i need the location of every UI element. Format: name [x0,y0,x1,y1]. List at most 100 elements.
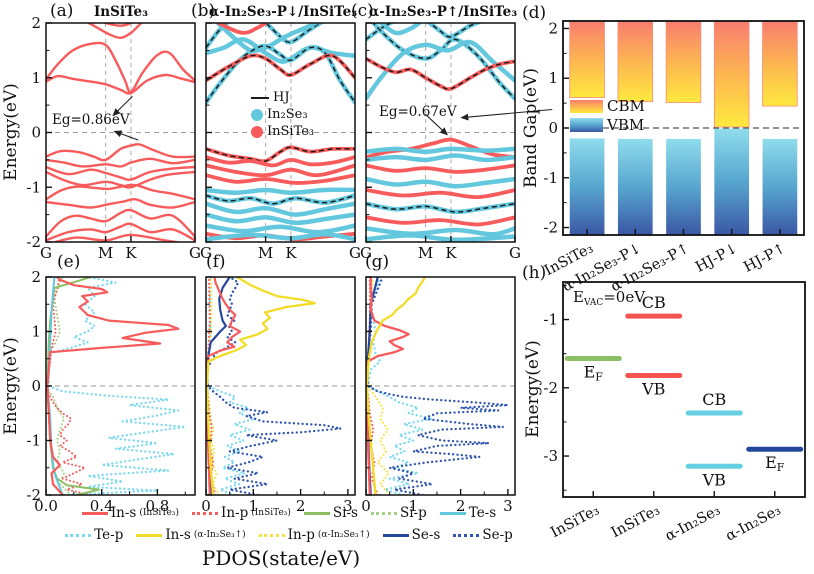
si-p-line-swatch [370,511,397,515]
legend-item-in2se3: In₂Se₃ [251,106,314,123]
axis-label-energy-e: Energy(eV) [1,337,21,435]
svg-text:VB: VB [702,470,726,489]
evac-suffix: =0eV [603,288,646,306]
panel-b-title: α-In₂Se₃-P↓/InSiTe₃ [208,4,358,20]
panel-h-letter: (h) [522,263,547,283]
svg-text:G: G [40,244,52,262]
axis-label-bandgap-d: Band Gap(eV) [521,67,541,189]
svg-text:1: 1 [409,497,419,515]
svg-text:K: K [285,244,297,262]
cbm-legend-label: CBM [607,97,645,115]
legend-label: Te-p [94,527,124,543]
panel-e-plot: -2 -1 0 1 2 0.0 0.4 0.8 [26,268,196,515]
svg-text:K: K [125,244,137,262]
legend-label: Te-s [468,505,497,521]
svg-text:EF: EF [584,362,604,383]
svg-text:G: G [189,244,201,262]
se-s-line-swatch [382,533,409,537]
legend-label: In-p [287,527,315,543]
svg-text:CB: CB [702,390,726,409]
si-s-line-swatch [303,511,330,515]
svg-text:-2: -2 [26,233,41,251]
legend-label: In-p [221,505,249,521]
se-p-line-swatch [453,533,480,537]
in-s-in2se3-line-swatch [136,533,163,537]
svg-text:-2: -2 [26,486,41,504]
bandgap-annotation-a: Eg=0.86eV [52,112,130,128]
bandgap-annotation-c: Eg=0.67eV [379,104,457,120]
svg-text:2: 2 [296,497,306,515]
svg-text:0: 0 [31,124,41,142]
panel-b-legend: HJ In₂Se₃ InSiTe₃ [251,89,314,140]
svg-text:M: M [258,244,273,262]
svg-text:-1: -1 [543,169,558,187]
vbm-gradient-swatch [570,118,603,132]
svg-text:G: G [509,244,521,262]
panel-d-letter: (d) [522,3,547,23]
svg-text:-3: -3 [543,447,558,465]
legend-item-si-p: Si-p [370,505,427,521]
legend-label-insite3: InSiTe₃ [267,124,315,139]
te-p-line-swatch [65,533,92,537]
svg-text:HJ-P↑: HJ-P↑ [741,240,788,275]
svg-text:InSiTe₃: InSiTe₃ [548,502,602,541]
pdos-axis-title: PDOS(state/eV) [201,546,361,570]
svg-text:G: G [360,244,372,262]
svg-text:0: 0 [361,497,371,515]
in2se3-dot-swatch [251,108,263,121]
in-p-in2se3-line-swatch [258,533,285,537]
axis-label-energy-h: Energy(eV) [523,340,543,438]
legend-item-in-s-in2se3: In-s (α-In₂Se₃↑) [136,527,246,543]
legend-item-se-s: Se-s [382,527,441,543]
panel-a-letter: (a) [50,1,74,21]
svg-text:-2: -2 [543,379,558,397]
svg-text:HJ-P↓: HJ-P↓ [693,240,740,275]
svg-text:0.4: 0.4 [90,497,114,515]
legend-label: Si-s [332,505,358,521]
legend-label: Se-s [411,527,441,543]
cbm-gradient-swatch [570,100,603,113]
legend-label-hj: HJ [273,90,290,105]
legend-item-in-p-insite3: In-p (InSiTe₃) [192,505,291,521]
legend-label-in2se3: In₂Se₃ [267,107,308,122]
evac-subscript: VAC [583,298,604,308]
panel-e-letter: (e) [57,252,81,272]
legend-item-te-s: Te-s [439,505,497,521]
panel-b-letter: (b) [191,1,216,21]
svg-text:1: 1 [31,323,41,341]
hj-line-swatch [251,96,269,99]
svg-text:1: 1 [548,69,558,87]
axis-label-energy-a: Energy(eV) [1,83,21,181]
legend-sub: (InSiTe₃) [251,508,291,518]
panel-f-plot: 0 1 2 3 [201,276,356,515]
svg-text:1: 1 [31,69,41,87]
svg-text:2: 2 [31,268,41,286]
vbm-legend-label: VBM [607,116,645,134]
panel-a-title: InSiTe₃ [93,4,149,20]
svg-text:EF: EF [765,453,785,474]
svg-text:-1: -1 [26,432,41,450]
svg-text:G: G [349,244,361,262]
svg-text:2: 2 [548,19,558,37]
legend-item-in-p-in2se3: In-p (α-In₂Se₃↑) [258,527,370,543]
panel-f-letter: (f) [206,252,226,272]
svg-text:M: M [98,244,113,262]
svg-text:-2: -2 [543,219,558,237]
svg-text:3: 3 [343,497,353,515]
svg-text:3: 3 [503,497,513,515]
panel-g-plot: 0 1 2 3 [361,276,516,515]
legend-item-si-s: Si-s [303,505,358,521]
svg-text:1: 1 [249,497,259,515]
svg-text:0.8: 0.8 [145,497,169,515]
legend-label: Se-p [482,527,513,543]
svg-text:0: 0 [31,377,41,395]
legend-sub: (α-In₂Se₃↑) [193,530,246,540]
in-s-insite3-line-swatch [81,511,108,515]
svg-text:0: 0 [201,497,211,515]
svg-text:2: 2 [456,497,466,515]
pdos-legend-row-2: Te-p In-s (α-In₂Se₃↑) In-p (α-In₂Se₃↑) Se-… [36,527,542,543]
